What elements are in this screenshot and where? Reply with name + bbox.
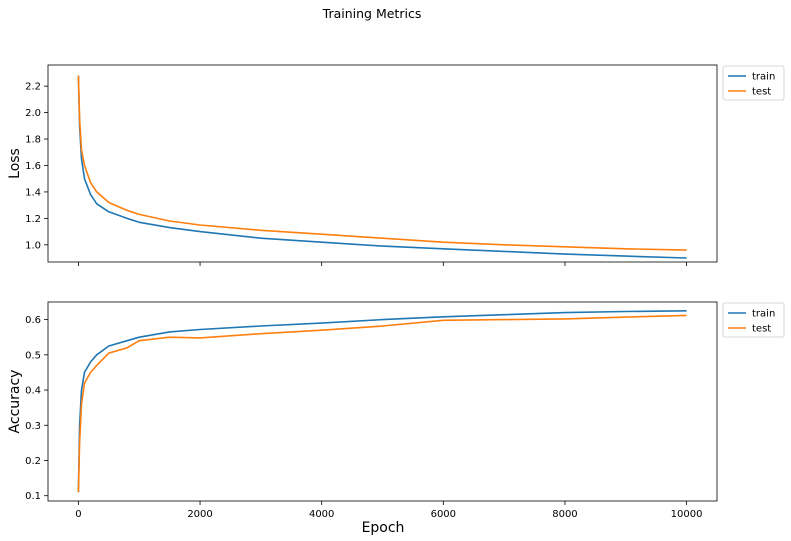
legend: train test (722, 65, 785, 101)
axes-frame (47, 64, 718, 263)
y-tick-label: 0.2 (25, 456, 41, 467)
y-tick-label: 1.8 (25, 135, 41, 146)
train-series-line (77, 75, 687, 259)
accuracy-panel: 0.1 0.2 0.3 0.4 0.5 0.6 0 2000 4000 6000 8000 10000… (7, 301, 785, 520)
y-tick-label: 1.6 (25, 161, 41, 172)
y-tick-label: 0.6 (25, 315, 41, 326)
y-tick-label: 0.5 (25, 350, 41, 361)
y-axis-label: Accuracy (7, 370, 23, 434)
x-axis-label: Epoch (362, 520, 405, 536)
y-tick-label: 0.3 (25, 421, 41, 432)
test-series-line (77, 314, 687, 493)
y-tick-label: 1.2 (25, 214, 41, 225)
train-series-line (77, 310, 687, 493)
x-tick-label: 2000 (187, 509, 212, 520)
figure-title: Training Metrics (322, 6, 422, 21)
y-tick-label: 2.0 (25, 108, 41, 119)
loss-panel: 1.0 1.2 1.4 1.6 1.8 2.0 2.2 Loss train test (7, 64, 785, 266)
legend: train test (722, 302, 785, 338)
chart-panels: 1.0 1.2 1.4 1.6 1.8 2.0 2.2 Loss train test 0.1 0.2… (7, 64, 785, 520)
y-tick-label: 2.2 (25, 82, 41, 93)
x-tick-label: 0 (75, 509, 81, 520)
legend-label-test: test (752, 324, 771, 335)
legend-label-train: train (752, 72, 775, 83)
y-tick-label: 0.4 (25, 386, 41, 397)
test-series-line (77, 75, 687, 251)
legend-label-test: test (752, 87, 771, 98)
y-axis-label: Loss (7, 148, 23, 179)
x-tick-label: 4000 (309, 509, 334, 520)
y-tick-label: 1.0 (25, 240, 41, 251)
x-tick-label: 10000 (671, 509, 703, 520)
y-tick-label: 1.4 (25, 187, 41, 198)
x-tick-label: 8000 (552, 509, 577, 520)
axes-frame (47, 301, 718, 502)
y-tick-label: 0.1 (25, 491, 41, 502)
legend-label-train: train (752, 309, 775, 320)
x-tick-label: 6000 (431, 509, 456, 520)
